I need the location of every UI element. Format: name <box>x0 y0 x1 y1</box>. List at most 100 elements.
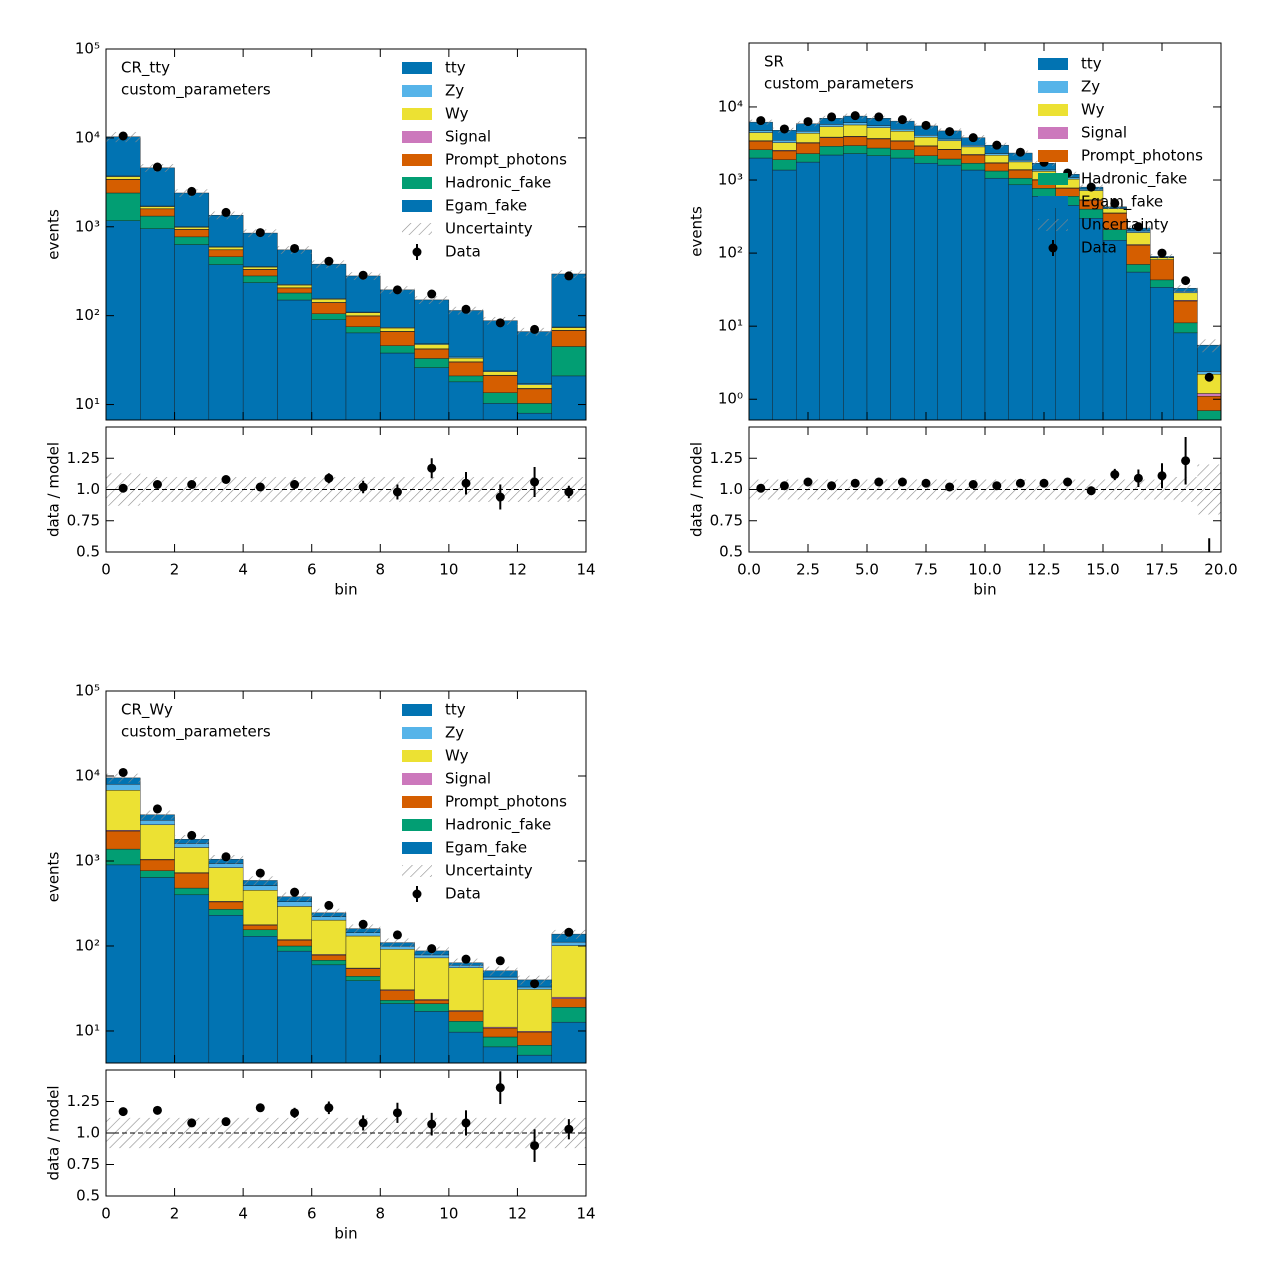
data-point <box>1015 147 1025 157</box>
ratio-point <box>255 482 265 492</box>
y-tick-label: 10⁴ <box>718 97 743 115</box>
stack-segment <box>380 949 415 990</box>
legend-label: Data <box>445 885 481 903</box>
stack-segment <box>1031 169 1056 172</box>
ratio-point <box>1133 473 1143 483</box>
data-point <box>324 900 334 910</box>
data-point <box>221 207 231 217</box>
legend-swatch <box>402 200 432 212</box>
data-point <box>756 116 766 126</box>
ratio-y-axis-label: data / model <box>45 442 63 537</box>
data-point <box>290 887 300 897</box>
stack-segment <box>517 384 552 389</box>
uncertainty-band <box>1173 285 1198 292</box>
stack-segment <box>819 126 844 138</box>
stack-segment <box>414 1011 450 1063</box>
stack-segment <box>140 206 175 209</box>
stack-segment <box>1197 393 1221 397</box>
legend-label: Hadronic_fake <box>445 174 551 193</box>
stack-segment <box>1008 159 1033 163</box>
ratio-point <box>290 1108 300 1118</box>
stack-segment <box>174 227 210 230</box>
legend-swatch <box>402 62 432 74</box>
stack-segment <box>208 863 244 868</box>
y-tick-label: 10⁴ <box>75 766 100 784</box>
x-tick-label: 10 <box>439 561 458 579</box>
stack-segment <box>448 310 484 358</box>
legend-label: Prompt_photons <box>445 793 567 812</box>
stack-segment <box>482 976 518 980</box>
data-point <box>850 111 860 121</box>
legend-swatch <box>402 727 432 739</box>
ratio-uncertainty <box>1008 479 1033 500</box>
data-point <box>358 270 368 280</box>
stack-segment <box>914 135 939 138</box>
ratio-point <box>152 480 162 489</box>
stack-segment <box>277 299 312 420</box>
stack-segment <box>140 215 175 229</box>
stack-segment <box>242 269 278 277</box>
stack-segment <box>1031 188 1056 197</box>
stack-segment <box>311 319 347 420</box>
ratio-y-tick-label: 0.75 <box>67 1155 100 1173</box>
stack-segment <box>414 299 450 344</box>
stack-segment <box>311 313 347 320</box>
stack-segment <box>345 980 381 1063</box>
stack-segment <box>551 998 586 1008</box>
stack-segment <box>961 162 986 171</box>
data-point <box>779 124 789 134</box>
stack-segment <box>208 901 244 910</box>
stack-segment <box>174 244 210 420</box>
stack-segment <box>380 331 415 346</box>
stack-segment <box>106 176 141 180</box>
stack-segment <box>242 929 278 937</box>
legend-label: Signal <box>445 770 491 788</box>
legend-label: tty <box>445 701 466 719</box>
data-point <box>461 954 471 964</box>
x-tick-label: 10.0 <box>968 561 1001 579</box>
y-tick-label: 10³ <box>718 171 743 189</box>
data-point <box>427 289 437 299</box>
x-tick-label: 6 <box>307 1205 317 1223</box>
legend-swatch <box>402 704 432 716</box>
stack-segment <box>551 375 586 420</box>
stack-segment <box>1173 292 1198 301</box>
stack-segment <box>866 155 891 420</box>
x-tick-label: 2.5 <box>796 561 820 579</box>
stack-segment <box>448 375 484 383</box>
data-point <box>495 956 505 966</box>
stack-segment <box>311 954 347 961</box>
stack-segment <box>345 315 381 327</box>
uncertainty-band <box>311 908 346 918</box>
stack-segment <box>380 327 415 332</box>
stack-segment <box>311 263 347 299</box>
stack-segment <box>890 130 915 141</box>
stack-segment <box>311 964 347 1063</box>
data-point <box>968 133 978 143</box>
stack-segment <box>140 208 175 217</box>
data-point <box>118 131 128 141</box>
stack-segment <box>414 1003 450 1012</box>
x-tick-label: 4 <box>238 1205 248 1223</box>
data-point <box>1204 372 1214 382</box>
x-tick-label: 12 <box>508 561 527 579</box>
x-tick-label: 8 <box>376 561 386 579</box>
ratio-y-tick-label: 1.25 <box>67 1092 100 1110</box>
stack-segment <box>208 915 244 1063</box>
stack-segment <box>843 153 868 420</box>
data-point <box>392 930 402 940</box>
stack-segment <box>448 357 484 362</box>
stack-segment <box>914 137 939 146</box>
stack-segment <box>106 848 141 866</box>
ratio-point <box>803 477 813 487</box>
ratio-point <box>1015 478 1025 488</box>
stack-segment <box>482 392 518 404</box>
legend-label: tty <box>1081 55 1102 73</box>
stack-segment <box>551 945 586 998</box>
stack-segment <box>140 167 175 207</box>
ratio-point <box>968 480 978 489</box>
stack-segment <box>1008 169 1033 179</box>
x-axis-label: bin <box>334 581 357 599</box>
stack-segment <box>174 229 210 238</box>
